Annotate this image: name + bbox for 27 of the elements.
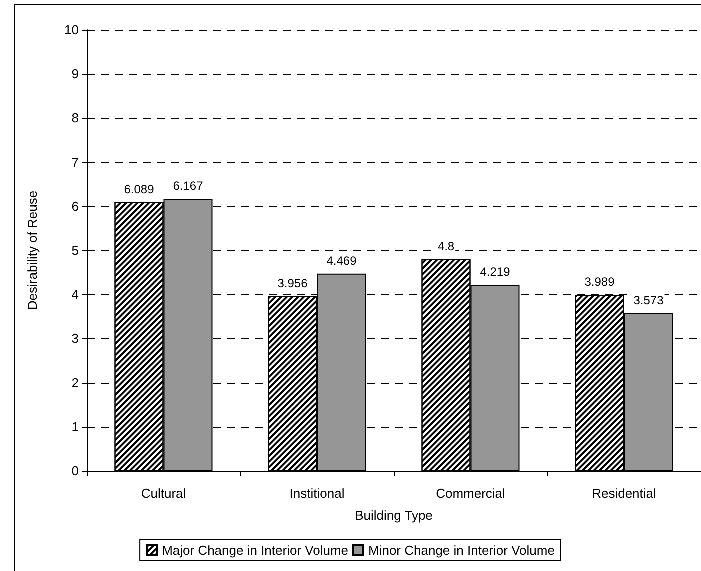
data-label: 3.956 (278, 276, 308, 291)
x-tick-label: Cultural (141, 486, 186, 501)
data-label: 6.089 (124, 182, 155, 196)
y-tick-label: 4 (72, 287, 79, 302)
y-axis-title: Desirability of Reuse (25, 190, 40, 310)
y-tick-label: 10 (64, 22, 79, 38)
x-axis-title: Building Type (355, 508, 433, 523)
y-tick-label: 5 (72, 243, 79, 258)
data-label: 4.469 (326, 254, 358, 268)
y-tick-label: 8 (72, 110, 79, 126)
y-tick-label: 3 (72, 331, 79, 346)
y-tick-label: 9 (72, 66, 79, 82)
data-label: 4.219 (480, 264, 511, 279)
y-tick-label: 7 (72, 154, 79, 170)
legend-label: Major Change in Interior Volume (162, 543, 349, 558)
data-label: 4.8 (438, 239, 455, 254)
x-tick-label: Commercial (436, 486, 506, 501)
y-tick-label: 1 (72, 419, 79, 434)
x-tick-label: Institional (290, 486, 345, 501)
data-label: 3.573 (634, 293, 664, 308)
data-label: 3.989 (584, 275, 616, 290)
x-tick-label: Residential (592, 486, 657, 501)
data-label: 6.167 (173, 179, 204, 194)
y-tick-label: 2 (72, 375, 79, 390)
legend-label: Minor Change in Interior Volume (368, 543, 555, 558)
y-tick-label: 0 (72, 464, 79, 478)
y-tick-label: 6 (72, 198, 79, 214)
